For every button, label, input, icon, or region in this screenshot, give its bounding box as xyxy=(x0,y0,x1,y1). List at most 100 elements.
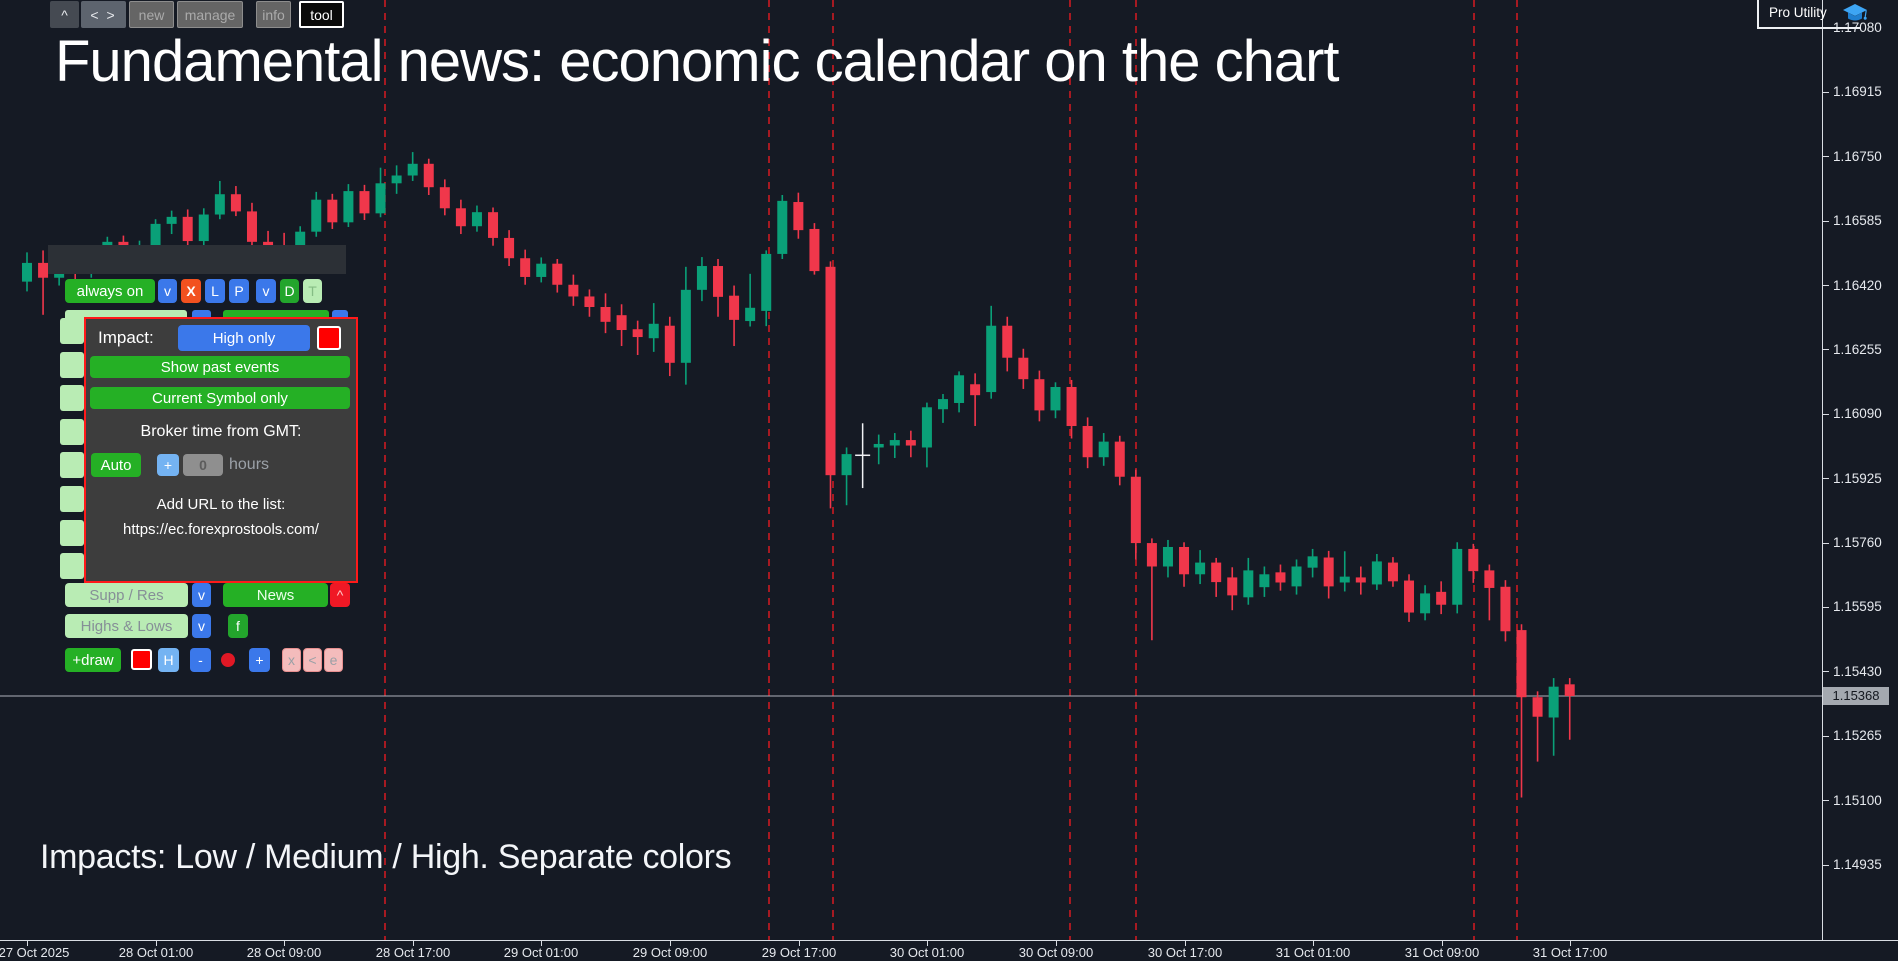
candle xyxy=(937,399,948,410)
event-square-button[interactable] xyxy=(60,351,84,378)
price-label: 1.14935 xyxy=(1833,857,1882,872)
candle xyxy=(584,296,595,307)
dropdown-v-button-1[interactable]: v xyxy=(158,279,177,303)
candle xyxy=(1002,325,1013,358)
dropdown-v-button-2[interactable]: v xyxy=(256,279,276,303)
news-button[interactable]: News xyxy=(223,583,328,607)
time-label: 29 Oct 01:00 xyxy=(503,945,579,960)
f-button[interactable]: f xyxy=(228,614,248,638)
time-label: 29 Oct 09:00 xyxy=(632,945,708,960)
event-square-button[interactable] xyxy=(60,418,84,445)
candle xyxy=(1468,548,1479,572)
graduation-cap-icon xyxy=(1843,4,1867,21)
price-label: 1.16090 xyxy=(1833,406,1882,422)
draw-color-swatch[interactable] xyxy=(131,649,152,670)
l-button[interactable]: L xyxy=(205,279,225,303)
calendar-url[interactable]: https://ec.forexprostools.com/ xyxy=(123,521,319,538)
candle xyxy=(889,440,900,446)
candle xyxy=(1275,572,1286,583)
time-label: 31 Oct 17:00 xyxy=(1532,945,1608,960)
h-button[interactable]: H xyxy=(158,648,179,672)
candle xyxy=(230,194,241,212)
news-up-button[interactable]: ^ xyxy=(330,583,350,607)
candle xyxy=(520,258,531,277)
candle xyxy=(841,454,852,476)
event-square-button[interactable] xyxy=(60,385,84,412)
time-tick xyxy=(156,941,157,946)
minus-button[interactable]: - xyxy=(190,648,211,672)
current-symbol-only-button[interactable]: Current Symbol only xyxy=(90,387,350,409)
candle xyxy=(471,212,482,227)
hours-offset-field[interactable]: 0 xyxy=(183,454,223,476)
tab-manage[interactable]: manage xyxy=(177,1,243,28)
plus-hours-button[interactable]: + xyxy=(157,454,179,476)
price-axis[interactable]: 1.17080 1.16915 1.16750 1.16585 1.16420 1.162… xyxy=(1822,0,1898,940)
candle xyxy=(1339,576,1350,583)
t-button[interactable]: T xyxy=(303,279,322,303)
move-button[interactable]: < > xyxy=(81,1,126,28)
impact-filter-button[interactable]: High only xyxy=(178,325,310,351)
candle xyxy=(407,163,418,176)
close-x-button[interactable]: X xyxy=(181,279,201,303)
time-tick xyxy=(27,941,28,946)
time-label: 31 Oct 09:00 xyxy=(1404,945,1480,960)
candle xyxy=(343,191,354,223)
event-square-button[interactable] xyxy=(60,553,84,580)
always-on-button[interactable]: always on xyxy=(65,279,155,303)
plus-button[interactable]: + xyxy=(249,648,270,672)
time-axis[interactable]: 27 Oct 2025 28 Oct 01:00 28 Oct 09:00 28 Oc… xyxy=(0,940,1898,961)
candle xyxy=(1195,562,1206,575)
p-button[interactable]: P xyxy=(229,279,249,303)
auto-button[interactable]: Auto xyxy=(91,453,141,477)
price-tick xyxy=(1823,735,1829,737)
time-label: 30 Oct 17:00 xyxy=(1147,945,1223,960)
event-square-button[interactable] xyxy=(60,452,84,479)
impact-color-swatch[interactable] xyxy=(317,326,341,350)
supp-res-dropdown[interactable]: v xyxy=(192,583,211,607)
event-square-button[interactable] xyxy=(60,318,84,344)
candle xyxy=(536,263,547,277)
candle xyxy=(825,266,836,476)
price-tick xyxy=(1823,478,1829,480)
supp-res-button[interactable]: Supp / Res xyxy=(65,583,188,607)
highs-lows-dropdown[interactable]: v xyxy=(192,614,211,638)
event-square-button[interactable] xyxy=(60,519,84,546)
candle xyxy=(1259,574,1270,588)
candle xyxy=(439,187,450,209)
event-square-button[interactable] xyxy=(60,486,84,512)
draw-button[interactable]: +draw xyxy=(65,648,121,672)
candle xyxy=(150,223,161,246)
candle xyxy=(1307,556,1318,568)
tab-new[interactable]: new xyxy=(129,1,174,28)
red-dot-marker[interactable] xyxy=(221,653,235,667)
candle xyxy=(1355,577,1366,583)
candle xyxy=(1564,684,1575,697)
hours-label: hours xyxy=(229,456,270,473)
price-label: 1.15430 xyxy=(1833,663,1882,679)
candle xyxy=(1436,591,1447,605)
candlestick-chart[interactable] xyxy=(0,0,1822,940)
time-label: 31 Oct 01:00 xyxy=(1275,945,1351,960)
show-past-events-button[interactable]: Show past events xyxy=(90,356,350,378)
candle xyxy=(986,325,997,393)
time-tick xyxy=(1313,941,1314,946)
collapse-button[interactable]: ^ xyxy=(50,1,79,28)
price-tick xyxy=(1823,156,1829,158)
candle xyxy=(1387,562,1398,582)
price-label: 1.16420 xyxy=(1833,277,1882,293)
tab-info[interactable]: info xyxy=(256,1,291,28)
price-label: 1.15100 xyxy=(1833,792,1882,808)
candle xyxy=(680,289,691,363)
candle xyxy=(391,175,402,184)
candle xyxy=(713,266,724,297)
tab-tool[interactable]: tool xyxy=(299,1,344,28)
time-tick xyxy=(1056,941,1057,946)
lt-button[interactable]: < xyxy=(303,648,322,672)
d-button[interactable]: D xyxy=(280,279,299,303)
candle xyxy=(22,262,32,282)
e-button[interactable]: e xyxy=(324,648,343,672)
x-button[interactable]: x xyxy=(282,648,301,672)
highs-lows-button[interactable]: Highs & Lows xyxy=(65,614,188,638)
candle xyxy=(295,231,306,253)
time-label: 30 Oct 01:00 xyxy=(889,945,965,960)
